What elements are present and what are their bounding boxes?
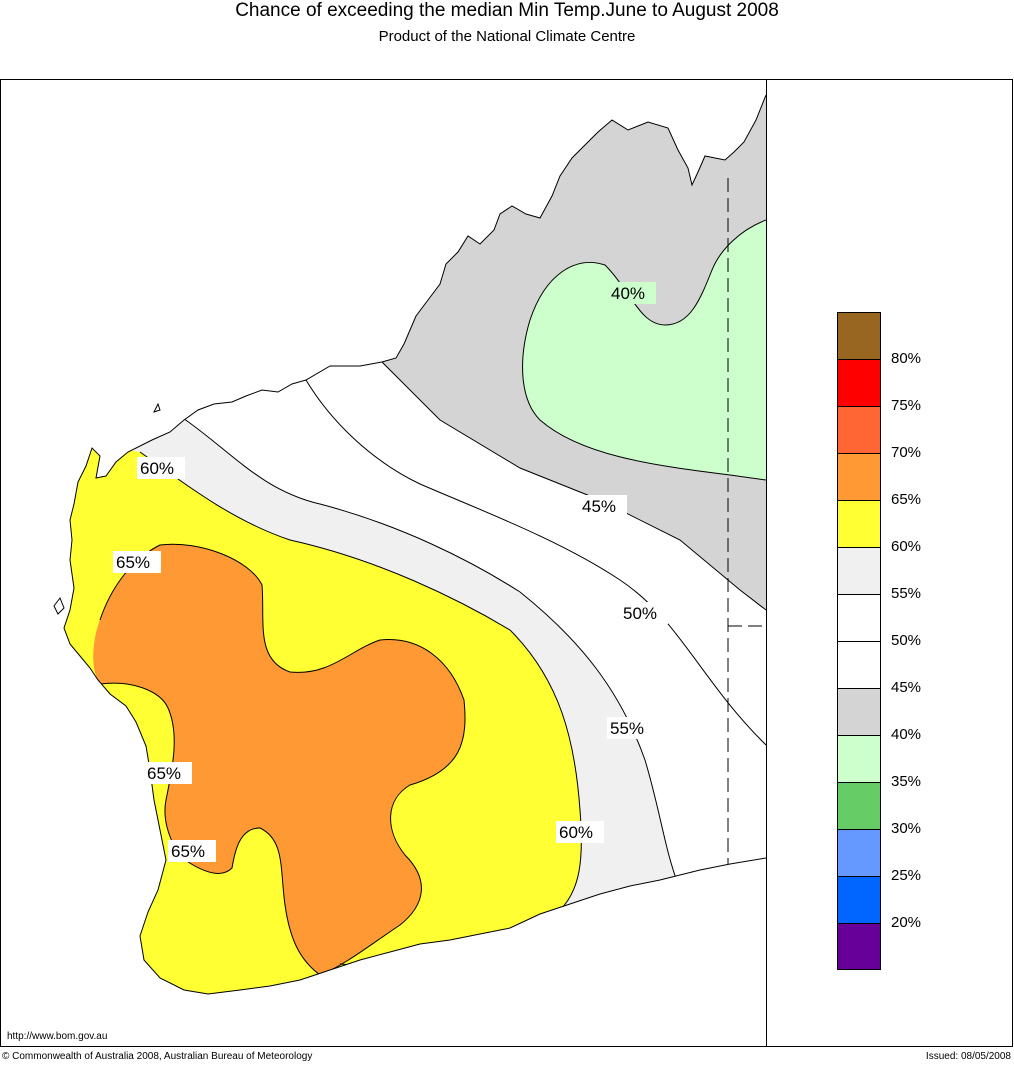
legend-separator: [837, 688, 881, 689]
copyright-notice: © Commonwealth of Australia 2008, Austra…: [2, 1051, 313, 1062]
legend-label: 20%: [891, 914, 922, 931]
islands: [53, 402, 161, 615]
state-border: [727, 178, 766, 864]
legend-separator: [837, 500, 881, 501]
legend-swatch: [837, 641, 881, 688]
legend-separator: [837, 641, 881, 642]
legend-swatch: [837, 923, 881, 970]
legend-swatch: [837, 547, 881, 594]
contour-label: 40%: [611, 284, 645, 303]
legend-swatch: [837, 312, 881, 359]
legend-separator: [837, 923, 881, 924]
probability-map: 40% 45% 50% 55% 60% 60% 65% 65% 65%: [53, 94, 766, 995]
legend-label: 25%: [891, 867, 922, 884]
legend-label: 75%: [891, 397, 922, 414]
legend-separator: [837, 406, 881, 407]
issue-date: Issued: 08/05/2008: [925, 1051, 1011, 1062]
map-subtitle: Product of the National Climate Centre: [378, 28, 636, 45]
legend-swatch: [837, 359, 881, 406]
legend-label: 70%: [891, 444, 922, 461]
legend-separator: [837, 782, 881, 783]
map-frame: [0, 79, 1013, 1047]
source-url: http://www.bom.gov.au: [7, 1031, 108, 1042]
coastline: [63, 94, 766, 995]
legend-separator: [837, 829, 881, 830]
legend-swatch: [837, 453, 881, 500]
legend-label: 55%: [891, 585, 922, 602]
legend-label: 30%: [891, 820, 922, 837]
legend-swatch: [837, 876, 881, 923]
legend-label: 40%: [891, 726, 922, 743]
legend-separator: [837, 453, 881, 454]
legend-label: 60%: [891, 538, 922, 555]
legend-swatch: [837, 406, 881, 453]
legend-label: 50%: [891, 632, 922, 649]
contour-label: 65%: [116, 553, 150, 572]
legend-label: 65%: [891, 491, 922, 508]
contour-label: 50%: [623, 604, 657, 623]
contour-label: 60%: [559, 823, 593, 842]
legend-label: 80%: [891, 350, 922, 367]
contour-label: 45%: [582, 497, 616, 516]
legend-separator: [837, 594, 881, 595]
contour-label: 60%: [140, 459, 174, 478]
legend-swatch: [837, 688, 881, 735]
legend-swatch: [837, 782, 881, 829]
legend-separator: [837, 547, 881, 548]
legend-swatch: [837, 500, 881, 547]
contour-label: 55%: [610, 719, 644, 738]
legend-swatch: [837, 735, 881, 782]
legend-label: 45%: [891, 679, 922, 696]
legend-separator: [837, 359, 881, 360]
map-title: Chance of exceeding the median Min Temp.…: [235, 0, 779, 21]
panel-divider: [766, 79, 767, 1047]
legend-separator: [837, 735, 881, 736]
contour-label: 65%: [171, 842, 205, 861]
legend-label: 35%: [891, 773, 922, 790]
legend-separator: [837, 876, 881, 877]
contour-label-group: 40% 45% 50% 55% 60% 60% 65% 65% 65%: [113, 282, 668, 862]
contour-label: 65%: [147, 764, 181, 783]
legend-swatch: [837, 829, 881, 876]
legend-swatch: [837, 594, 881, 641]
